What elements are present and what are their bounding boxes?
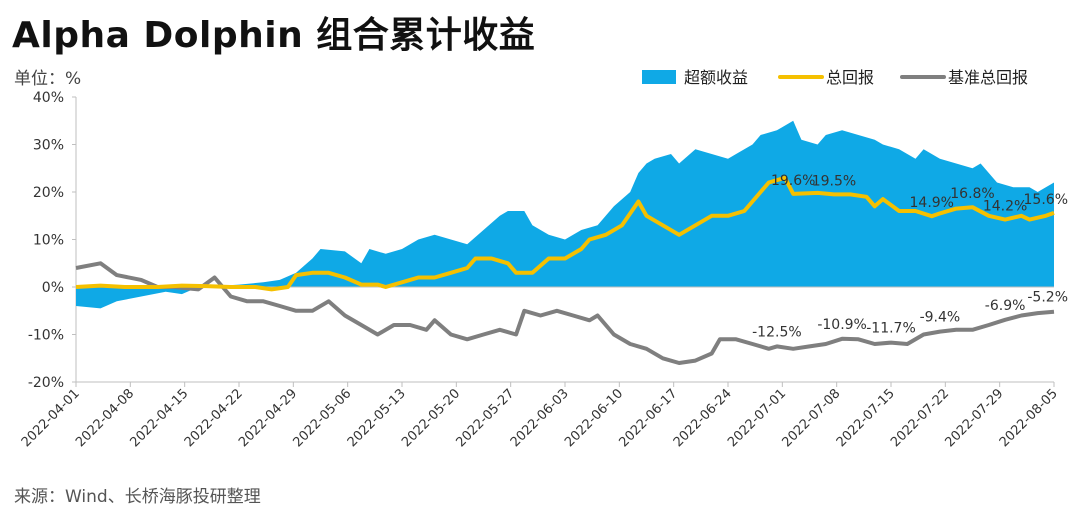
legend-label-total: 总回报 xyxy=(826,68,874,87)
source-note: 来源：Wind、长桥海豚投研整理 xyxy=(14,487,261,507)
data-label: -11.7% xyxy=(866,321,916,337)
data-label: 19.5% xyxy=(812,173,856,189)
series-benchmark-line xyxy=(75,261,1055,365)
y-tick-label: -10% xyxy=(28,328,64,344)
y-tick-label: 10% xyxy=(33,233,64,249)
data-label: -9.4% xyxy=(920,310,961,326)
series-total-line xyxy=(75,175,1055,292)
y-tick-label: -20% xyxy=(28,375,64,391)
series-excess-area xyxy=(76,120,1054,309)
data-label: 16.8% xyxy=(950,186,994,202)
y-tick-label: 20% xyxy=(33,185,64,201)
data-label: 14.2% xyxy=(983,199,1027,215)
legend-swatch-excess xyxy=(642,70,676,84)
data-label: -10.9% xyxy=(817,317,867,333)
data-label: -12.5% xyxy=(752,324,802,340)
chart-title: Alpha Dolphin 组合累计收益 xyxy=(12,15,536,56)
legend-label-excess: 超额收益 xyxy=(684,68,748,87)
data-label: -5.2% xyxy=(1027,290,1068,306)
x-tick-label: 2022-08-05 xyxy=(997,386,1061,450)
unit-label: 单位：% xyxy=(14,69,82,89)
y-tick-label: 0% xyxy=(42,280,64,296)
legend-label-benchmark: 基准总回报 xyxy=(948,68,1028,87)
y-tick-label: 30% xyxy=(33,138,64,154)
y-tick-label: 40% xyxy=(33,90,64,106)
data-label: 19.6% xyxy=(771,173,815,189)
data-label: 15.6% xyxy=(1024,192,1068,208)
data-label: 14.9% xyxy=(910,195,954,211)
data-label: -6.9% xyxy=(985,298,1026,314)
